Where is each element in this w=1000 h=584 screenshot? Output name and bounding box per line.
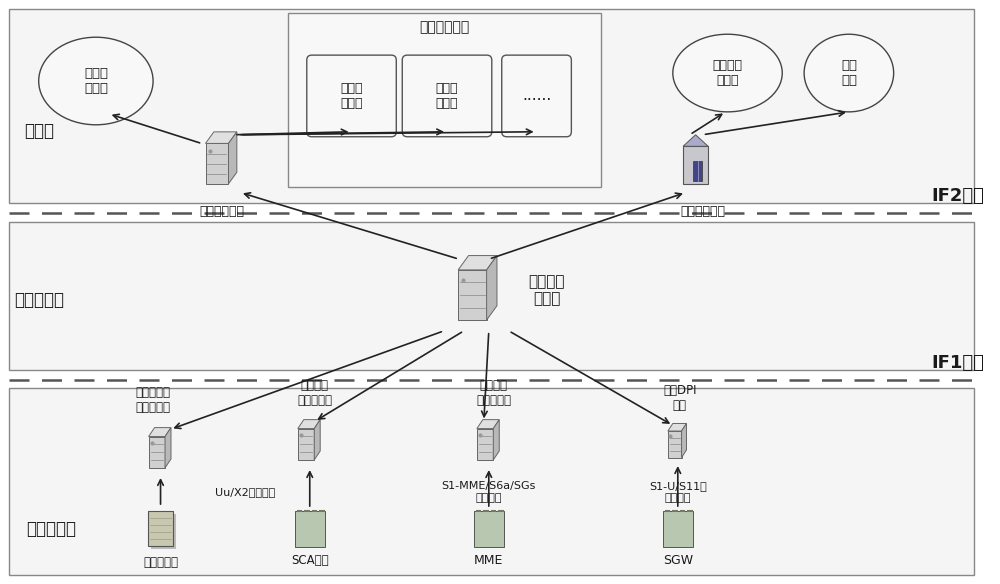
Polygon shape <box>149 427 171 437</box>
Polygon shape <box>668 423 687 431</box>
FancyBboxPatch shape <box>402 55 492 137</box>
Polygon shape <box>206 132 237 144</box>
Text: 优化管
理系统: 优化管 理系统 <box>436 82 458 110</box>
Text: Uu/X2软采数据: Uu/X2软采数据 <box>215 487 275 497</box>
Text: 日志上报网关: 日志上报网关 <box>680 205 725 218</box>
Text: 性能管
理系统: 性能管 理系统 <box>340 82 363 110</box>
Polygon shape <box>683 135 708 147</box>
Polygon shape <box>493 420 499 460</box>
Bar <box>9 223 974 370</box>
Text: 应用层: 应用层 <box>24 122 54 140</box>
Text: 统一DPI
设备: 统一DPI 设备 <box>663 384 697 412</box>
Bar <box>295 511 325 547</box>
Polygon shape <box>165 427 171 468</box>
Polygon shape <box>314 420 320 460</box>
FancyBboxPatch shape <box>458 270 487 320</box>
Bar <box>151 515 176 550</box>
Text: 硬采采集
解析服务器: 硬采采集 解析服务器 <box>476 378 511 406</box>
Ellipse shape <box>673 34 782 112</box>
Bar <box>288 13 601 187</box>
Text: 集中化经
分系统: 集中化经 分系统 <box>713 59 743 87</box>
Polygon shape <box>477 420 499 429</box>
Text: 数据采集层: 数据采集层 <box>26 520 76 538</box>
Text: SCA设备: SCA设备 <box>291 554 329 567</box>
Polygon shape <box>298 420 320 429</box>
Text: S1-U/S11等
原始码流: S1-U/S11等 原始码流 <box>649 481 707 503</box>
FancyBboxPatch shape <box>206 144 228 184</box>
FancyBboxPatch shape <box>502 55 571 137</box>
Text: 数据合成
服务器: 数据合成 服务器 <box>528 274 565 306</box>
Bar <box>474 511 504 547</box>
Bar <box>9 388 974 575</box>
Text: ......: ...... <box>522 88 551 103</box>
Polygon shape <box>487 256 497 320</box>
Ellipse shape <box>804 34 894 112</box>
Text: 数据解码层: 数据解码层 <box>14 291 64 309</box>
FancyBboxPatch shape <box>477 429 493 460</box>
FancyBboxPatch shape <box>149 437 165 468</box>
Bar <box>683 147 708 184</box>
Polygon shape <box>458 256 497 270</box>
Polygon shape <box>682 423 687 457</box>
Bar <box>663 511 693 547</box>
Text: 日志查询平台: 日志查询平台 <box>200 205 245 218</box>
FancyBboxPatch shape <box>307 55 396 137</box>
Text: 出口防火墙: 出口防火墙 <box>143 556 178 569</box>
Text: IF2接口: IF2接口 <box>931 187 984 206</box>
Text: SGW: SGW <box>663 554 693 567</box>
Text: 指定
系统: 指定 系统 <box>841 59 857 87</box>
FancyBboxPatch shape <box>668 431 682 457</box>
FancyBboxPatch shape <box>298 429 314 460</box>
Ellipse shape <box>39 37 153 125</box>
Text: 其他应用系统: 其他应用系统 <box>419 20 469 34</box>
Bar <box>9 9 974 203</box>
Text: 防火墙日志
采集前置机: 防火墙日志 采集前置机 <box>135 387 170 415</box>
Text: IF1接口: IF1接口 <box>931 354 984 371</box>
Text: MME: MME <box>474 554 503 567</box>
Text: 软采采集
解析服务器: 软采采集 解析服务器 <box>297 378 332 406</box>
Polygon shape <box>228 132 237 184</box>
Text: 指定系
统人员: 指定系 统人员 <box>84 67 108 95</box>
Text: S1-MME/S6a/SGs
原始码流: S1-MME/S6a/SGs 原始码流 <box>442 481 536 503</box>
Bar <box>148 512 173 547</box>
Bar <box>693 161 702 181</box>
